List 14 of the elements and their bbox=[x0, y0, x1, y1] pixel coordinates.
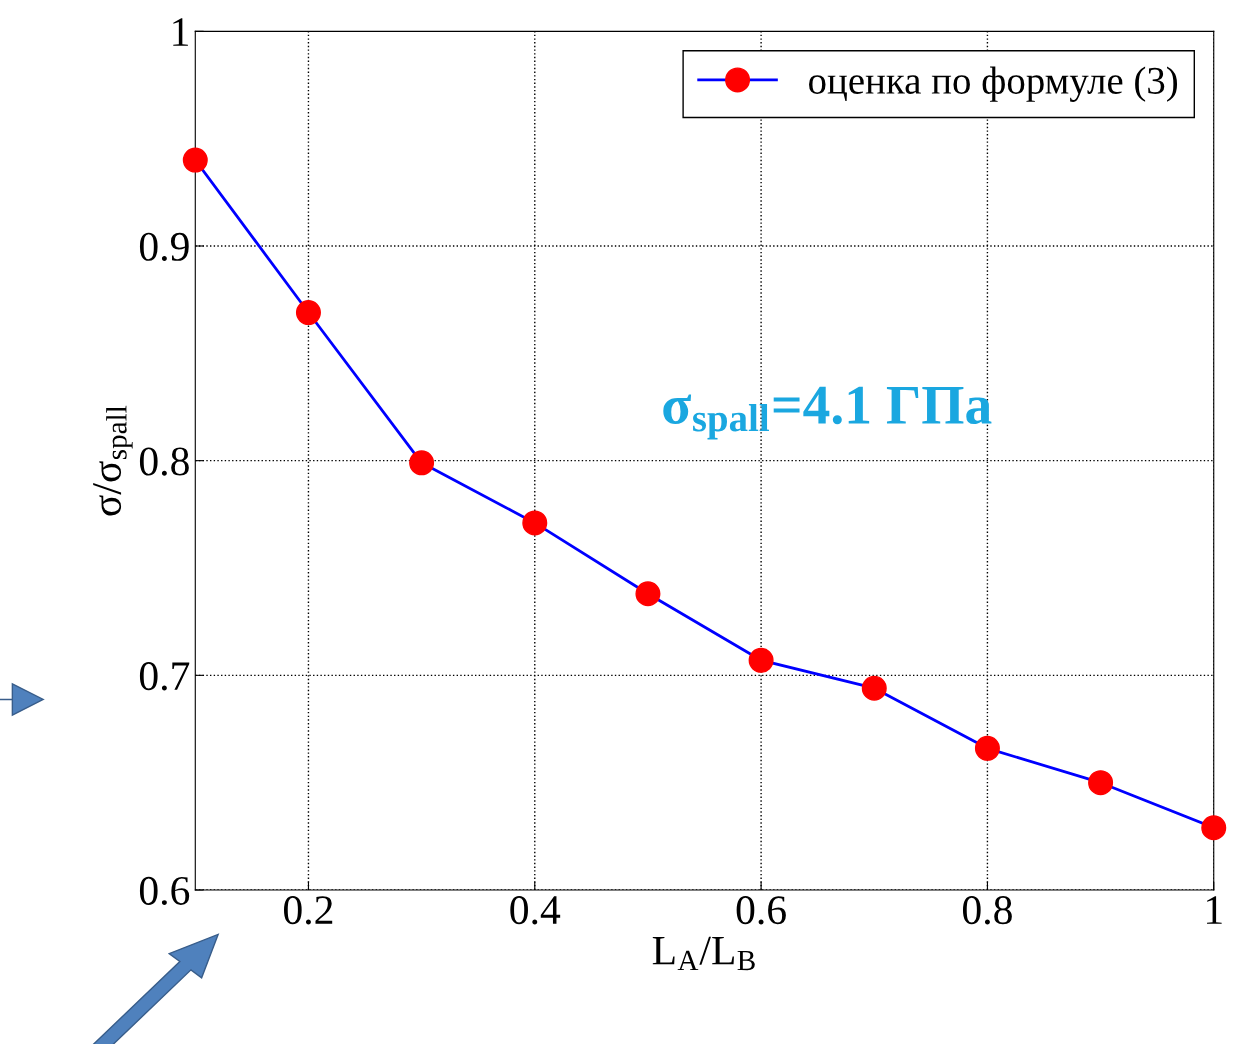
y-axis-title: σ/σ$_{spall}$ bbox=[93, 405, 133, 516]
y-tick-label: 0.7 bbox=[139, 662, 190, 691]
y-tick-label: 0.9 bbox=[139, 232, 189, 262]
x-tick-label: 0.4 bbox=[510, 896, 561, 925]
x-tick-label: 1 bbox=[1207, 896, 1222, 924]
y-tick-label: 0.8 bbox=[139, 447, 189, 476]
legend-label: оценка по формуле (3) bbox=[809, 66, 1178, 102]
x-axis-title: L$_{A}$/L$_{B}$ bbox=[652, 936, 755, 971]
x-tick-label: 0.8 bbox=[962, 896, 1012, 925]
y-tick-label: 0.6 bbox=[139, 876, 190, 906]
y-tick-label: 1 bbox=[173, 18, 188, 46]
annotation: σ$_{spall}$=4.1 ГПа bbox=[663, 386, 992, 440]
x-tick-label: 0.6 bbox=[736, 896, 786, 925]
x-tick-label: 0.2 bbox=[284, 896, 333, 925]
